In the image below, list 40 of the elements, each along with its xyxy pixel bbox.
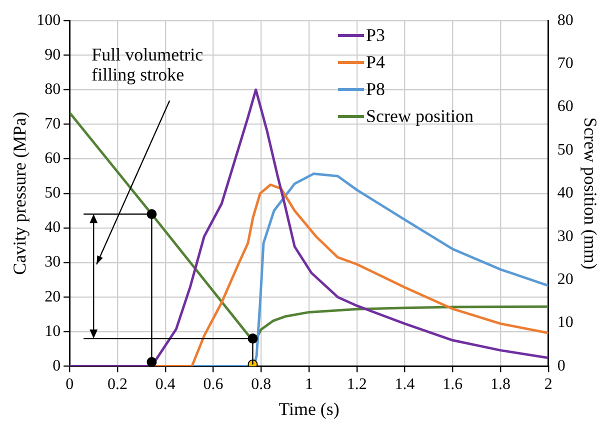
x-tick-label: 0.8: [251, 376, 272, 394]
y-tick-label: 20: [44, 288, 61, 306]
y-tick-label: 10: [44, 322, 61, 340]
y-tick-label: 70: [44, 115, 61, 132]
legend-label: Screw position: [366, 105, 474, 128]
legend-label: P8: [366, 78, 386, 101]
legend-label: P4: [366, 51, 386, 74]
x-tick-label: 2: [544, 376, 552, 394]
y2-tick-label: 60: [557, 98, 574, 116]
y2-tick-label: 10: [557, 314, 574, 332]
x-tick-label: 0.6: [203, 376, 224, 394]
x-tick-label: 1.8: [490, 376, 511, 394]
y-tick-label: 50: [44, 184, 61, 202]
x-tick-label: 1.6: [442, 376, 463, 394]
y2-tick-label: 0: [557, 357, 566, 374]
y2-tick-label: 20: [557, 271, 574, 288]
x-tick-label: 1: [305, 376, 313, 394]
y2-tick-label: 80: [557, 12, 574, 29]
y-tick-label: 60: [44, 150, 61, 168]
y-tick-label: 30: [44, 254, 61, 271]
legend-label: P3: [366, 24, 386, 47]
x-tick-label: 1.4: [394, 376, 415, 394]
y2-tick-label: 30: [557, 228, 574, 245]
x-tick-label: 0.4: [155, 376, 176, 394]
y2-tick-label: 70: [557, 55, 574, 72]
y-tick-label: 0: [52, 357, 61, 374]
y-tick-label: 100: [36, 12, 61, 29]
x-tick-label: 1.2: [346, 376, 367, 394]
x-tick-label: 0.2: [107, 376, 128, 394]
y-tick-label: 90: [44, 46, 61, 64]
y2-axis-title: Screw position (mm): [580, 117, 600, 270]
point: [146, 357, 157, 366]
y2-tick-label: 50: [557, 141, 574, 158]
x-tick-label: 0: [66, 376, 74, 394]
annotation: Full volumetric filling stroke: [92, 44, 204, 84]
y-tick-label: 40: [44, 219, 61, 236]
y-tick-label: 80: [44, 80, 61, 98]
y2-tick-label: 40: [557, 184, 574, 202]
x-axis-title: Time (s): [278, 398, 340, 419]
y-axis-title: Cavity pressure (MPa): [10, 112, 30, 275]
